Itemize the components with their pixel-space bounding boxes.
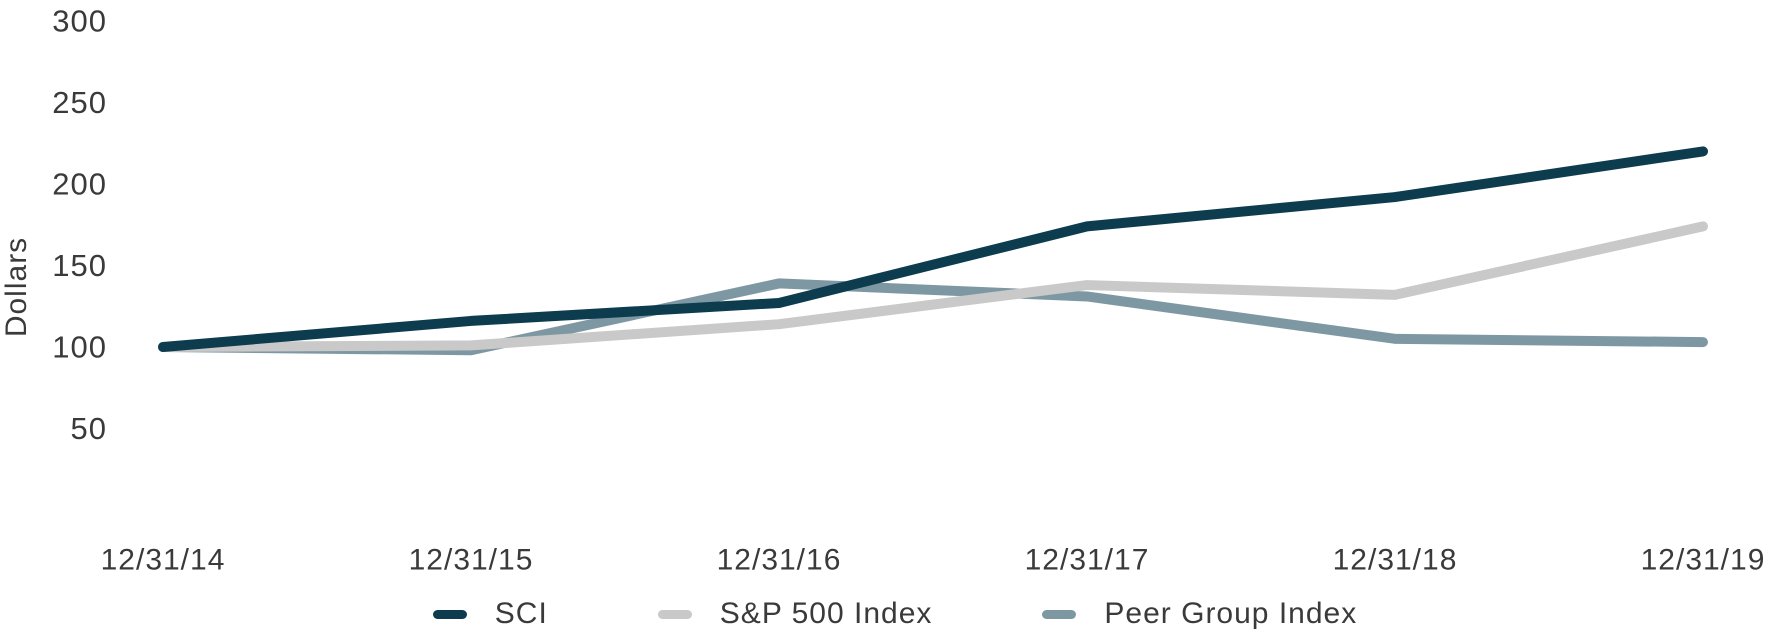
sci-line-swatch-icon <box>432 609 467 619</box>
y-axis-tick-label: 250 <box>52 85 107 120</box>
x-axis-tick-label: 12/31/19 <box>1641 544 1766 577</box>
y-axis: 50 100 150 200 250 300 <box>52 4 107 447</box>
series-line-sci <box>158 146 1708 352</box>
x-axis-tick-label: 12/31/14 <box>101 544 226 577</box>
y-axis-tick-label: 50 <box>71 411 107 446</box>
y-axis-tick-label: 100 <box>52 330 107 365</box>
legend-item-sci: SCI <box>432 597 548 631</box>
legend-label-sp500: S&P 500 Index <box>719 597 933 630</box>
x-axis-tick-label: 12/31/18 <box>1333 544 1458 577</box>
x-axis-tick-label: 12/31/15 <box>409 544 534 577</box>
x-axis-tick-label: 12/31/16 <box>717 544 842 577</box>
y-axis-tick-label: 200 <box>52 167 107 202</box>
series-line-peer-group-index <box>158 278 1708 356</box>
y-axis-tick-label: 150 <box>52 248 107 283</box>
chart-legend: SCI S&P 500 Index Peer Group Index <box>0 597 1790 631</box>
series-line-sandp-500-index <box>158 221 1708 352</box>
y-axis-title: Dollars <box>0 237 33 337</box>
plot-area <box>158 146 1708 356</box>
sp500-line-swatch-icon <box>657 609 692 619</box>
legend-label-sci: SCI <box>494 597 548 630</box>
legend-item-peer-group: Peer Group Index <box>1042 597 1357 631</box>
y-axis-tick-label: 300 <box>52 4 107 39</box>
x-axis: 12/31/14 12/31/15 12/31/16 12/31/17 12/31/18… <box>101 544 1766 577</box>
x-axis-tick-label: 12/31/17 <box>1025 544 1150 577</box>
peer-group-line-swatch-icon <box>1042 609 1077 619</box>
legend-label-peer-group: Peer Group Index <box>1104 597 1358 630</box>
legend-item-sp500: S&P 500 Index <box>657 597 933 631</box>
